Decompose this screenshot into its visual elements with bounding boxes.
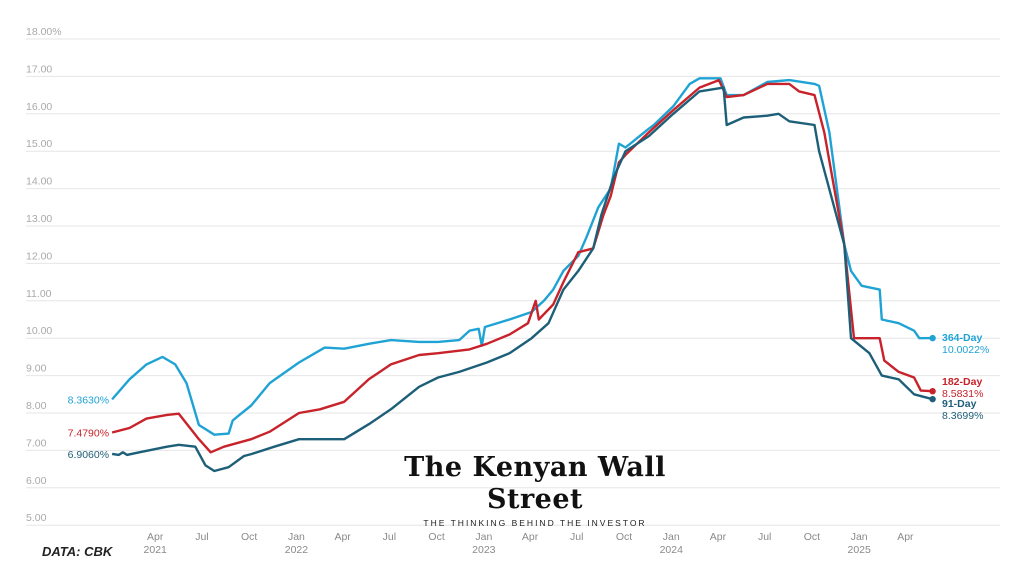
x-tick-year: 2025	[847, 544, 871, 556]
x-tick-year: 2021	[144, 544, 168, 556]
x-tick-year: 2023	[472, 544, 496, 556]
x-tick-year: 2022	[285, 544, 309, 556]
x-tick-label: Jan	[663, 531, 680, 543]
y-tick-label: 6.00	[26, 475, 47, 487]
series-end-value: 8.3699%	[942, 410, 983, 422]
y-tick-label: 8.00	[26, 400, 47, 412]
logo-title: The Kenyan Wall Street	[404, 452, 666, 515]
series-end-marker	[929, 387, 936, 395]
y-tick-label: 16.00	[26, 101, 52, 113]
series-end-value: 8.5831%	[942, 388, 983, 400]
x-tick-label: Apr	[522, 531, 539, 543]
x-tick-label: Jul	[195, 531, 208, 543]
y-tick-label: 11.00	[26, 288, 52, 300]
y-tick-label: 18.00%	[26, 26, 62, 38]
series-name-label: 364-Day	[942, 332, 982, 344]
x-tick-label: Jul	[383, 531, 396, 543]
series-name-label: 182-Day	[942, 376, 982, 388]
y-tick-label: 15.00	[26, 138, 52, 150]
x-tick-label: Oct	[241, 531, 257, 543]
series-start-label: 6.9060%	[68, 449, 109, 461]
x-tick-label: Jan	[475, 531, 492, 543]
series-line-91-day	[111, 86, 933, 473]
x-tick-label: Jul	[758, 531, 771, 543]
y-tick-label: 17.00	[26, 63, 52, 75]
x-tick-label: Jan	[288, 531, 305, 543]
x-tick-label: Jan	[851, 531, 868, 543]
series-end-marker	[929, 334, 936, 342]
series-end-value: 10.0022%	[942, 344, 989, 356]
logo-tagline: THE THINKING BEHIND THE INVESTOR	[423, 518, 647, 528]
series-line-182-day	[111, 78, 933, 454]
series-end-marker	[929, 395, 936, 403]
x-tick-label: Oct	[804, 531, 820, 543]
series-start-label: 7.4790%	[68, 427, 109, 439]
x-tick-label: Oct	[616, 531, 632, 543]
series-name-label: 91-Day	[942, 398, 977, 410]
x-tick-year: 2024	[660, 544, 684, 556]
x-tick-label: Oct	[428, 531, 444, 543]
y-tick-label: 10.00	[26, 325, 52, 337]
y-tick-label: 9.00	[26, 363, 47, 375]
y-tick-label: 13.00	[26, 213, 52, 225]
series-line-364-day	[111, 77, 933, 436]
x-tick-label: Apr	[710, 531, 727, 543]
x-tick-label: Apr	[147, 531, 164, 543]
y-tick-label: 12.00	[26, 250, 52, 262]
logo: The Kenyan Wall Street THE THINKING BEHI…	[380, 452, 690, 528]
x-tick-label: Jul	[570, 531, 583, 543]
data-source: DATA: CBK	[42, 544, 113, 559]
x-tick-label: Apr	[334, 531, 351, 543]
x-tick-label: Apr	[897, 531, 914, 543]
y-tick-label: 7.00	[26, 437, 47, 449]
y-tick-label: 14.00	[26, 176, 52, 188]
series-start-label: 8.3630%	[68, 394, 109, 406]
y-tick-label: 5.00	[26, 512, 47, 524]
